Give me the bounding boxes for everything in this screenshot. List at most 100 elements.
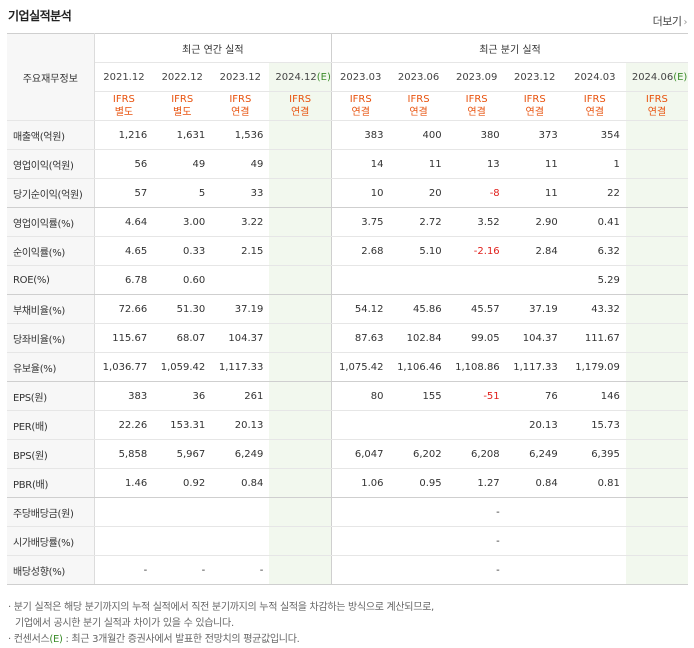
value-cell: 6,202 <box>389 439 448 469</box>
row-label: 영업이익률(%) <box>7 207 95 237</box>
table-row: 시가배당률(%) - <box>7 526 688 556</box>
value-cell <box>625 381 688 411</box>
value-cell <box>625 294 688 324</box>
value-cell: 2.90 <box>505 207 564 237</box>
row-label: 당기순이익(억원) <box>7 178 95 208</box>
chevron-right-icon: › <box>683 17 688 28</box>
value-cell: 11 <box>389 149 448 179</box>
row-label: 배당성향(%) <box>7 555 95 585</box>
row-label: 시가배당률(%) <box>7 526 95 556</box>
ifrs-basis-header: IFRS 연결 <box>505 91 564 121</box>
table-row: 영업이익률(%) 4.64 3.00 3.22 3.75 2.72 3.52 2.90 0.41 <box>7 207 688 237</box>
value-cell <box>505 526 564 556</box>
value-cell: 373 <box>505 120 564 150</box>
table-row: 매출액(억원) 1,216 1,631 1,536 383 400 380 373 354 <box>7 120 688 150</box>
value-cell: 22 <box>563 178 626 208</box>
value-cell: 20.13 <box>211 410 270 440</box>
basis-label: 별도 <box>114 107 134 118</box>
value-cell <box>269 352 332 382</box>
period-label: 2023.09 <box>455 71 498 83</box>
period-header: 2023.12 <box>211 62 270 92</box>
basis-label: 별도 <box>173 107 192 118</box>
value-cell: 1 <box>563 149 626 179</box>
value-cell <box>269 439 332 469</box>
value-cell: 11 <box>505 149 564 179</box>
basis-label: 연결 <box>409 107 428 118</box>
value-cell: 33 <box>211 178 270 208</box>
value-cell: 5 <box>153 178 212 208</box>
value-cell: 104.37 <box>211 323 270 353</box>
value-cell: -51 <box>447 381 506 411</box>
table-row: 주당배당금(원) - <box>7 497 688 527</box>
value-cell <box>269 236 332 266</box>
value-cell: 36 <box>153 381 212 411</box>
value-cell: 383 <box>330 120 390 150</box>
ifrs-basis-header: IFRS 연결 <box>211 91 270 121</box>
value-cell: 3.22 <box>211 207 270 237</box>
value-cell: 1,179.09 <box>563 352 626 382</box>
value-cell: - <box>447 526 506 556</box>
ifrs-label: IFRS <box>289 94 312 105</box>
basis-label: 연결 <box>585 107 604 118</box>
value-cell <box>447 410 506 440</box>
value-cell: 0.41 <box>563 207 626 237</box>
value-cell: -2.16 <box>447 236 506 266</box>
value-cell: 1,117.33 <box>505 352 564 382</box>
value-cell: 15.73 <box>563 410 626 440</box>
value-cell: 51.30 <box>153 294 212 324</box>
ifrs-label: IFRS <box>645 94 668 105</box>
table-row: 부채비율(%) 72.66 51.30 37.19 54.12 45.86 45.57 37.… <box>7 294 688 324</box>
period-header: 2021.12 <box>94 62 154 92</box>
value-cell <box>563 555 626 585</box>
value-cell: 22.26 <box>94 410 154 440</box>
value-cell: 37.19 <box>505 294 564 324</box>
basis-label: 연결 <box>231 107 250 118</box>
value-cell <box>269 207 332 237</box>
value-cell <box>269 555 332 585</box>
value-cell: 43.32 <box>563 294 626 324</box>
value-cell: 72.66 <box>94 294 154 324</box>
ifrs-basis-header: IFRS 별도 <box>153 91 212 121</box>
value-cell: 56 <box>94 149 154 179</box>
value-cell <box>563 526 626 556</box>
table-row: 영업이익(억원) 56 49 49 14 11 13 11 1 <box>7 149 688 179</box>
footnotes: · 분기 실적은 해당 분기까지의 누적 실적에서 직전 분기까지의 누적 실적… <box>8 600 434 648</box>
value-cell: 49 <box>211 149 270 179</box>
value-cell <box>625 555 688 585</box>
value-cell: 3.00 <box>153 207 212 237</box>
value-cell <box>389 555 448 585</box>
value-cell <box>269 410 332 440</box>
value-cell: 400 <box>389 120 448 150</box>
ifrs-basis-header: IFRS 연결 <box>330 91 390 121</box>
period-header: 2024.12(E) <box>269 62 332 92</box>
value-cell <box>389 410 448 440</box>
quarter-group-header: 최근 분기 실적 <box>330 33 688 63</box>
row-label: ROE(%) <box>7 265 95 295</box>
footnote-2-text: : 최근 3개월간 증권사에서 발표한 전망치의 평균값입니다. <box>62 634 300 645</box>
ifrs-basis-header: IFRS 연결 <box>389 91 448 121</box>
value-cell <box>505 265 564 295</box>
value-cell <box>269 294 332 324</box>
period-header-row: 2021.12 2022.12 2023.12 2024.12(E) 2023.03 20… <box>7 62 688 92</box>
more-label[interactable]: 더보기 <box>652 15 682 28</box>
value-cell: 354 <box>563 120 626 150</box>
value-cell: 68.07 <box>153 323 212 353</box>
value-cell: 380 <box>447 120 506 150</box>
value-cell: 6,249 <box>505 439 564 469</box>
ifrs-label: IFRS <box>583 94 606 105</box>
value-cell: 6,395 <box>563 439 626 469</box>
value-cell <box>269 468 332 498</box>
value-cell <box>94 497 154 527</box>
row-label: 매출액(억원) <box>7 120 95 150</box>
value-cell: - <box>447 497 506 527</box>
ifrs-label: IFRS <box>229 94 252 105</box>
value-cell: 99.05 <box>447 323 506 353</box>
value-cell: 54.12 <box>330 294 390 324</box>
more-link[interactable]: 더보기 › <box>652 13 688 29</box>
value-cell: 20.13 <box>505 410 564 440</box>
value-cell: 102.84 <box>389 323 448 353</box>
table-row: PER(배) 22.26 153.31 20.13 20.13 15.73 <box>7 410 688 440</box>
value-cell: 45.86 <box>389 294 448 324</box>
value-cell: 57 <box>94 178 154 208</box>
value-cell: 49 <box>153 149 212 179</box>
